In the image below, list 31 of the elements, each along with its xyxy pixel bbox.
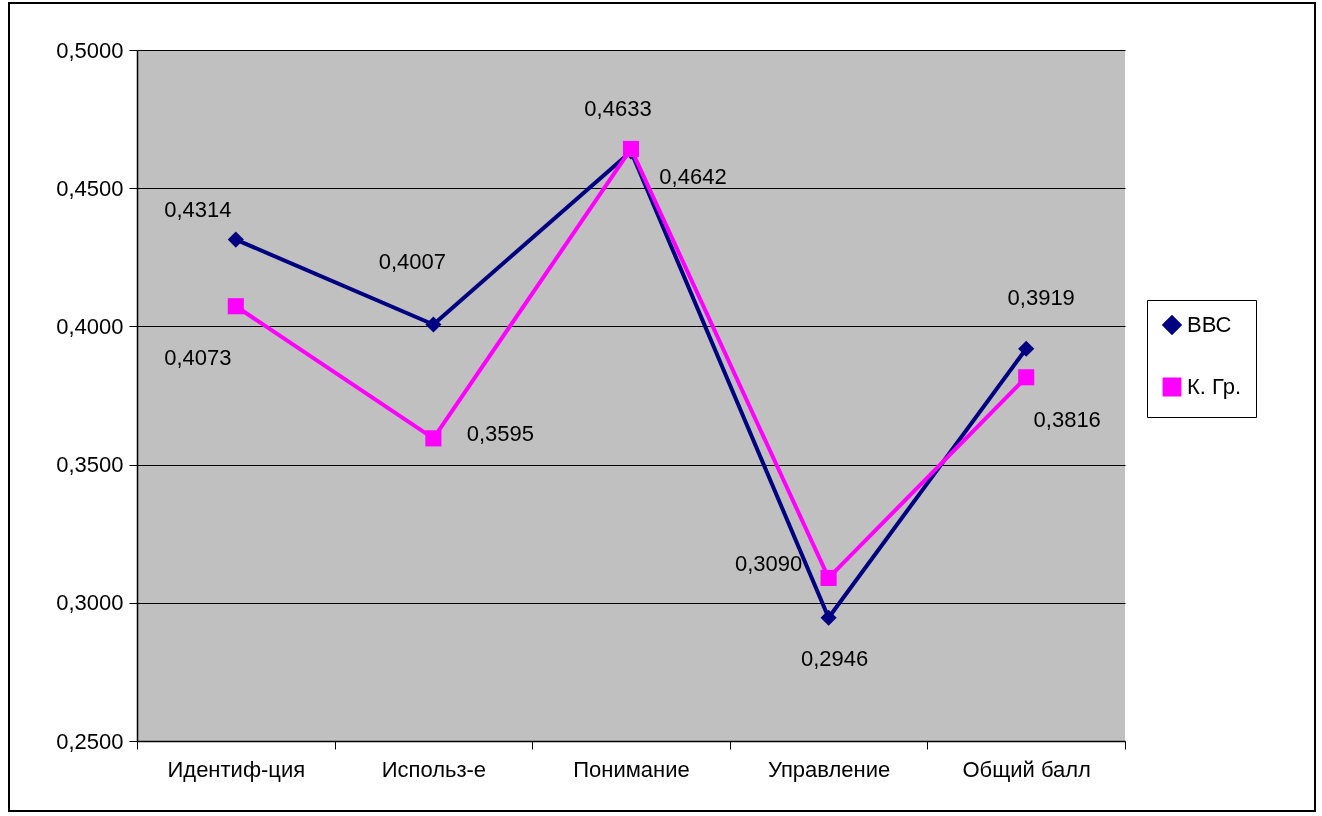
data-label: 0,4633 <box>584 96 652 122</box>
point <box>820 569 837 586</box>
point <box>425 430 442 447</box>
data-label: 0,4007 <box>378 249 447 275</box>
data-label: 0,2946 <box>800 645 869 671</box>
data-label: 0,4314 <box>164 196 232 222</box>
x-tick-label: Идентиф-ция <box>167 756 306 782</box>
data-label: 0,4642 <box>659 163 727 189</box>
y-tick-label: 0,4500 <box>56 175 124 201</box>
point <box>227 231 244 248</box>
legend-label: ВВС <box>1187 312 1232 337</box>
y-tick-label: 0,2500 <box>56 728 124 754</box>
point <box>227 298 244 315</box>
y-tick-label: 0,5000 <box>56 37 124 63</box>
y-tick-label: 0,3500 <box>56 452 124 478</box>
x-tick-label: Использ-е <box>381 756 487 782</box>
x-tick-label: Управление <box>767 756 891 782</box>
point <box>820 609 837 626</box>
y-tick-label: 0,3000 <box>56 590 124 616</box>
x-tick-label: Понимание <box>573 756 690 782</box>
x-tick-label: Общий балл <box>962 756 1091 782</box>
point <box>1018 340 1035 357</box>
data-label: 0,4073 <box>164 345 232 371</box>
data-label: 0,3816 <box>1033 407 1101 433</box>
point <box>1018 369 1035 386</box>
point <box>425 316 442 333</box>
data-label: 0,3919 <box>1007 284 1075 310</box>
y-tick-label: 0,4000 <box>56 313 124 339</box>
data-label: 0,3595 <box>466 421 535 447</box>
legend-label: К. Гр. <box>1187 374 1242 399</box>
data-label: 0,3090 <box>734 550 803 576</box>
